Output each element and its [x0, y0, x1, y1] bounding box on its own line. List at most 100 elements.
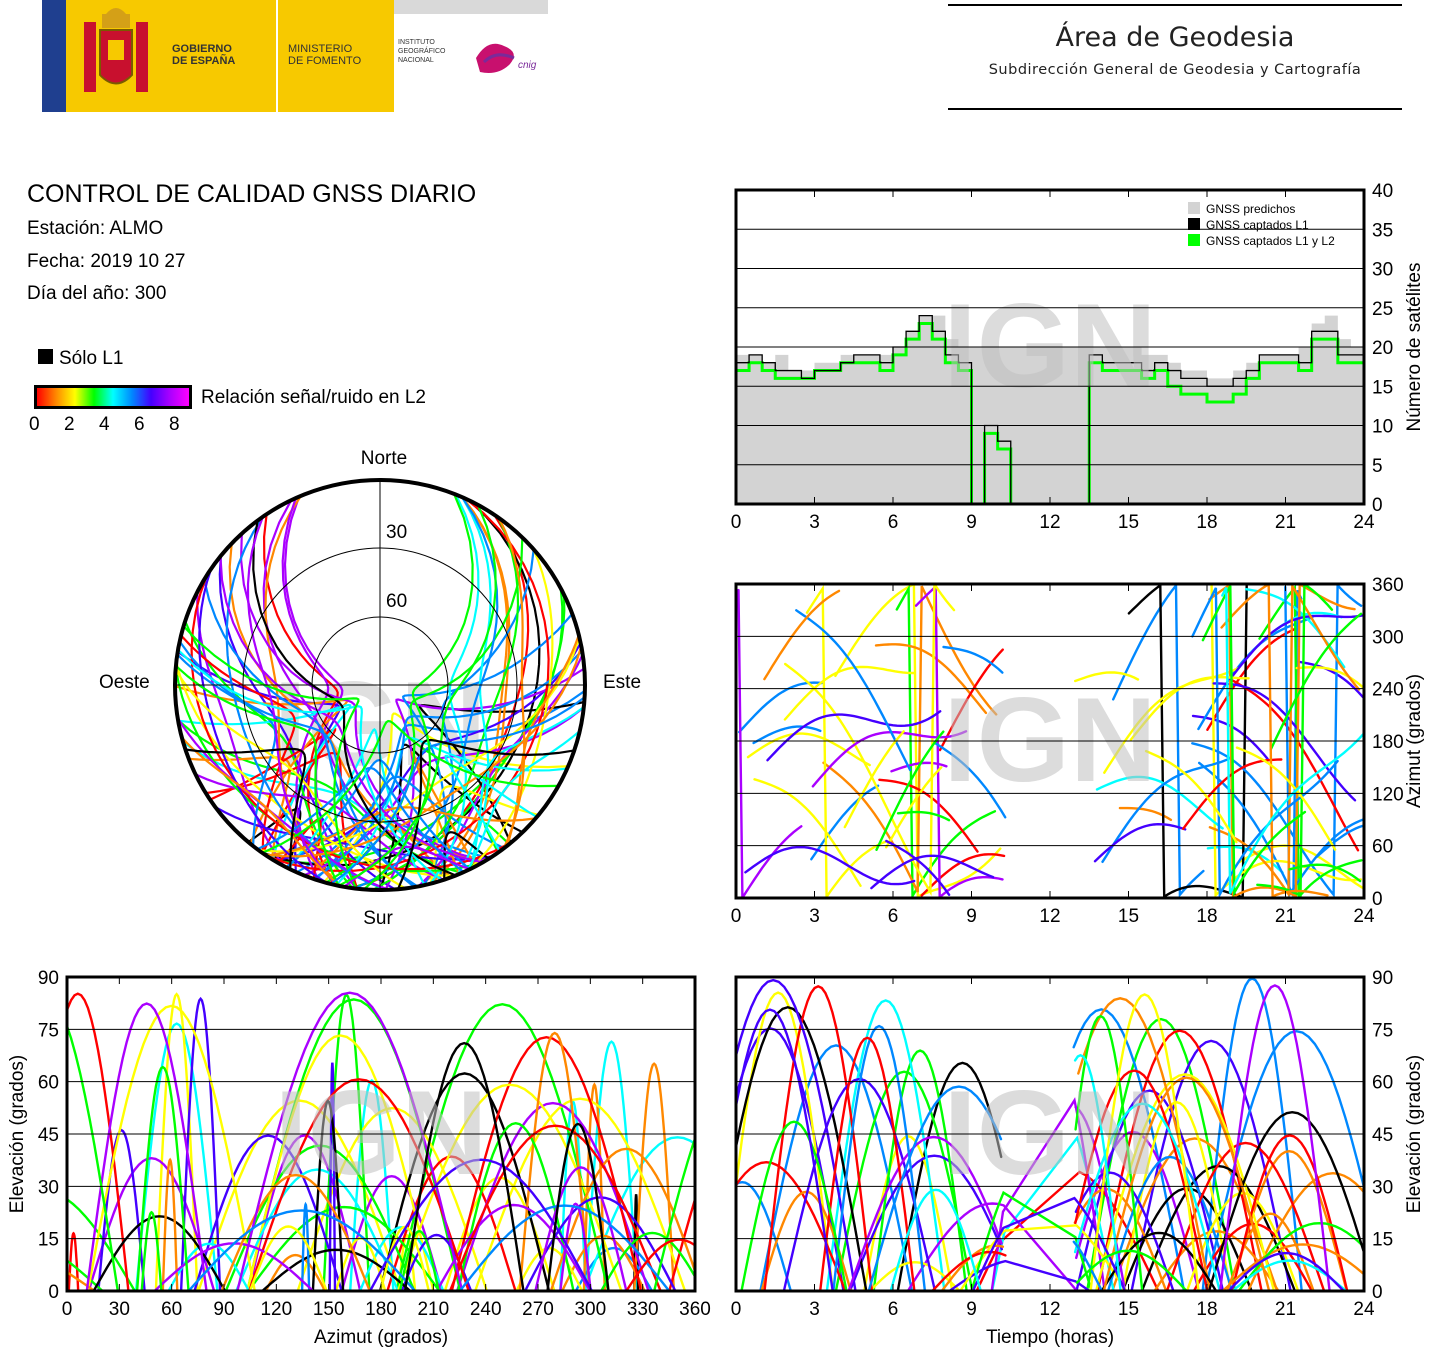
satellite-track	[1288, 863, 1362, 883]
azimuth-time-chart-ylabel: Azimut (grados)	[1404, 674, 1425, 808]
satellite-track	[736, 991, 834, 1291]
skyplot-track	[384, 667, 585, 890]
skyplot-track	[444, 754, 538, 853]
skyplot-track	[337, 504, 497, 887]
satellite-track	[1269, 612, 1363, 751]
skyplot-track	[505, 634, 580, 847]
satellite-track	[752, 725, 822, 745]
elevation-time-chart-xtick: 3	[809, 1299, 820, 1320]
l1-only-swatch	[38, 349, 53, 364]
skyplot-track	[176, 653, 277, 847]
satellite-track	[1228, 614, 1364, 681]
elevation-azimuth-chart-plot-area	[67, 991, 695, 1291]
azimuth-time-chart-xtick: 18	[1196, 906, 1217, 927]
azimuth-time-chart-xtick: 12	[1039, 906, 1060, 927]
elevation-azimuth-chart-xtick: 300	[574, 1299, 606, 1320]
azimuth-time-chart-ytick: 120	[1372, 784, 1404, 805]
azimuth-time-chart-ytick: 60	[1372, 837, 1393, 858]
satellite-track	[403, 1041, 525, 1291]
satellite-track	[843, 730, 905, 829]
satellite-track	[1130, 1039, 1292, 1291]
satellite-track	[825, 999, 946, 1291]
satellite-track	[736, 978, 857, 1291]
satellite-track	[878, 778, 979, 853]
elevation-time-chart-xtick: 12	[1039, 1299, 1060, 1320]
satellite-track	[889, 1188, 982, 1291]
elevation-time-chart-ytick: 75	[1372, 1020, 1393, 1041]
satellite-count-chart-ytick: 40	[1372, 181, 1393, 202]
elevation-azimuth-chart-xtick: 330	[627, 1299, 659, 1320]
elevation-time-chart-xtick: 21	[1275, 1299, 1296, 1320]
satellite-track	[867, 1085, 1003, 1291]
satellite-count-chart-ytick: 20	[1372, 338, 1393, 359]
satellite-track	[885, 839, 951, 896]
snr-colorbar	[34, 385, 192, 409]
elevation-time-chart-ytick: 60	[1372, 1073, 1393, 1094]
satellite-track	[1220, 584, 1329, 898]
skyplot-track	[195, 773, 445, 881]
azimuth-time-chart-xtick: 3	[809, 906, 820, 927]
satellite-track	[559, 1202, 592, 1291]
skyplot-track	[205, 751, 359, 890]
azimuth-time-chart-ytick: 0	[1372, 889, 1383, 910]
satellite-count-legend: GNSS predichos GNSS captados L1 GNSS capta…	[1188, 202, 1335, 248]
elevation-azimuth-chart-ylabel: Elevación (grados)	[7, 1055, 28, 1213]
legend-label-0: GNSS predichos	[1206, 202, 1295, 216]
satellite-count-chart-xtick: 21	[1275, 512, 1296, 533]
legend-label-2: GNSS captados L1 y L2	[1206, 234, 1335, 248]
satellite-track	[736, 1180, 792, 1291]
satellite-track	[1074, 671, 1140, 683]
satellite-track	[328, 1062, 337, 1291]
satellite-track	[584, 1040, 639, 1291]
legend-label-1: GNSS captados L1	[1206, 218, 1309, 232]
satellite-track	[455, 1101, 650, 1291]
legend-swatch-2	[1188, 234, 1200, 246]
satellite-track	[738, 681, 823, 734]
satellite-track	[1095, 775, 1224, 830]
satellite-track	[197, 1099, 402, 1291]
satellite-track	[67, 992, 130, 1291]
satellite-track	[763, 984, 874, 1291]
satellite-track	[1294, 660, 1364, 699]
azimuth-time-chart: IGN 0 60 120 180 240 300 360 0 3 6 9 12 15 18 21 24 Azimu…	[731, 575, 1425, 927]
elevation-azimuth-chart-ytick: 15	[38, 1230, 59, 1251]
series-l1-line	[736, 314, 1364, 504]
satellite-track	[1106, 1155, 1234, 1291]
satellite-track	[474, 1097, 687, 1291]
skyplot-track	[177, 649, 443, 882]
elevation-azimuth-chart-xtick: 120	[260, 1299, 292, 1320]
skyplot: IGN Norte Sur Este Oeste 30 60	[99, 448, 641, 929]
header-rule-top	[948, 4, 1402, 6]
satellite-track	[822, 585, 998, 893]
skyplot-ring30-label: 30	[386, 522, 407, 543]
satellite-track	[1210, 584, 1362, 898]
satellite-track	[766, 710, 942, 762]
skyplot-north-label: Norte	[361, 448, 407, 469]
snr-tick-4: 4	[99, 414, 110, 435]
satellite-track	[1191, 584, 1363, 898]
satellite-track	[874, 643, 988, 715]
satellite-track	[971, 1196, 1127, 1291]
satellite-track	[518, 1031, 591, 1291]
satellite-track	[248, 1078, 470, 1291]
satellite-track	[1101, 758, 1230, 863]
satellite-track	[67, 1259, 104, 1291]
skyplot-east-label: Este	[603, 672, 641, 693]
satellite-track	[1073, 1053, 1122, 1291]
skyplot-south-label: Sur	[363, 908, 393, 929]
satellite-count-chart-ytick: 25	[1372, 299, 1393, 320]
ministerio-block: MINISTERIO DE FOMENTO	[278, 0, 394, 112]
azimuth-time-chart-xtick: 21	[1275, 906, 1296, 927]
satellite-track	[1235, 746, 1337, 851]
elevation-azimuth-chart-xtick: 60	[161, 1299, 182, 1320]
satellite-track	[885, 766, 943, 849]
snr-tick-0: 0	[29, 414, 40, 435]
satellite-track	[458, 1204, 671, 1291]
satellite-track	[736, 1160, 847, 1291]
azimuth-time-chart-plot-area	[737, 584, 1364, 898]
satellite-track	[1227, 1251, 1345, 1291]
satellite-track	[534, 1166, 628, 1291]
skyplot-ring60-label: 60	[386, 591, 407, 612]
satellite-track	[349, 1078, 395, 1291]
satellite-track	[600, 1231, 695, 1291]
